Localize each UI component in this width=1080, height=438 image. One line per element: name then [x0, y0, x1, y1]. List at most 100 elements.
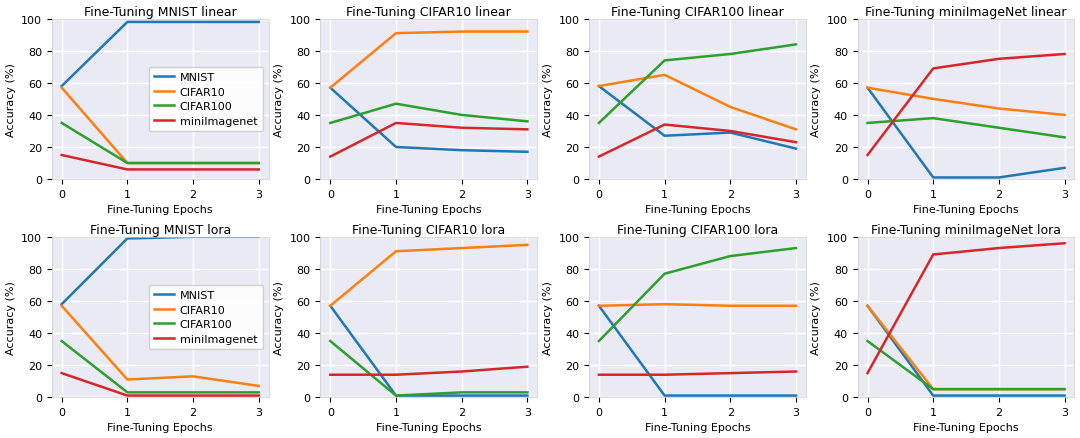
- Y-axis label: Accuracy (%): Accuracy (%): [274, 63, 284, 137]
- MNIST: [55, 84, 68, 89]
- Title: Fine-Tuning CIFAR100 linear: Fine-Tuning CIFAR100 linear: [611, 6, 784, 18]
- CIFAR100: [521, 390, 534, 395]
- CIFAR100: [789, 42, 802, 48]
- CIFAR100: [390, 102, 403, 107]
- MNIST: [55, 302, 68, 307]
- miniImagenet: [253, 167, 266, 173]
- Line: MNIST: MNIST: [599, 306, 796, 396]
- MNIST: [789, 393, 802, 398]
- Line: CIFAR100: CIFAR100: [330, 104, 527, 124]
- miniImagenet: [187, 167, 200, 173]
- CIFAR10: [324, 86, 337, 91]
- CIFAR10: [521, 30, 534, 35]
- CIFAR10: [121, 377, 134, 382]
- miniImagenet: [861, 153, 874, 158]
- CIFAR10: [927, 387, 940, 392]
- X-axis label: Fine-Tuning Epochs: Fine-Tuning Epochs: [645, 423, 751, 432]
- CIFAR10: [324, 304, 337, 309]
- Line: CIFAR10: CIFAR10: [867, 88, 1065, 116]
- Line: MNIST: MNIST: [62, 23, 259, 87]
- CIFAR100: [658, 59, 671, 64]
- miniImagenet: [253, 393, 266, 398]
- miniImagenet: [658, 372, 671, 378]
- CIFAR10: [724, 105, 737, 110]
- miniImagenet: [724, 371, 737, 376]
- MNIST: [390, 393, 403, 398]
- Line: CIFAR100: CIFAR100: [599, 248, 796, 341]
- Line: CIFAR10: CIFAR10: [599, 304, 796, 306]
- MNIST: [1058, 166, 1071, 171]
- CIFAR100: [861, 121, 874, 126]
- CIFAR100: [121, 390, 134, 395]
- X-axis label: Fine-Tuning Epochs: Fine-Tuning Epochs: [645, 205, 751, 215]
- MNIST: [1058, 393, 1071, 398]
- miniImagenet: [121, 393, 134, 398]
- Title: Fine-Tuning miniImageNet linear: Fine-Tuning miniImageNet linear: [865, 6, 1067, 18]
- CIFAR100: [927, 387, 940, 392]
- miniImagenet: [455, 369, 468, 374]
- CIFAR100: [927, 116, 940, 121]
- CIFAR10: [993, 387, 1005, 392]
- miniImagenet: [1058, 52, 1071, 57]
- CIFAR100: [187, 161, 200, 166]
- CIFAR100: [789, 246, 802, 251]
- CIFAR10: [187, 374, 200, 379]
- CIFAR100: [993, 126, 1005, 131]
- X-axis label: Fine-Tuning Epochs: Fine-Tuning Epochs: [914, 423, 1018, 432]
- miniImagenet: [55, 153, 68, 158]
- miniImagenet: [187, 393, 200, 398]
- Line: CIFAR10: CIFAR10: [599, 76, 796, 130]
- Title: Fine-Tuning CIFAR10 lora: Fine-Tuning CIFAR10 lora: [352, 223, 505, 236]
- miniImagenet: [1058, 241, 1071, 246]
- CIFAR100: [324, 339, 337, 344]
- CIFAR10: [593, 84, 606, 89]
- Line: CIFAR100: CIFAR100: [599, 45, 796, 124]
- X-axis label: Fine-Tuning Epochs: Fine-Tuning Epochs: [376, 205, 482, 215]
- miniImagenet: [324, 372, 337, 378]
- CIFAR100: [324, 121, 337, 126]
- CIFAR10: [253, 383, 266, 389]
- miniImagenet: [521, 127, 534, 133]
- CIFAR10: [993, 106, 1005, 112]
- CIFAR100: [187, 390, 200, 395]
- Y-axis label: Accuracy (%): Accuracy (%): [811, 280, 822, 354]
- CIFAR10: [455, 30, 468, 35]
- miniImagenet: [55, 371, 68, 376]
- MNIST: [927, 393, 940, 398]
- Line: miniImagenet: miniImagenet: [599, 372, 796, 375]
- MNIST: [253, 235, 266, 240]
- CIFAR100: [253, 161, 266, 166]
- CIFAR10: [861, 304, 874, 309]
- MNIST: [789, 147, 802, 152]
- miniImagenet: [390, 372, 403, 378]
- MNIST: [658, 393, 671, 398]
- Line: CIFAR10: CIFAR10: [62, 88, 259, 164]
- Line: CIFAR100: CIFAR100: [867, 119, 1065, 138]
- CIFAR100: [993, 387, 1005, 392]
- CIFAR100: [55, 121, 68, 126]
- CIFAR100: [1058, 135, 1071, 141]
- Line: miniImagenet: miniImagenet: [330, 367, 527, 375]
- miniImagenet: [993, 57, 1005, 62]
- CIFAR10: [187, 161, 200, 166]
- CIFAR100: [55, 339, 68, 344]
- MNIST: [724, 393, 737, 398]
- MNIST: [455, 148, 468, 153]
- MNIST: [861, 86, 874, 91]
- CIFAR10: [1058, 387, 1071, 392]
- Line: MNIST: MNIST: [330, 88, 527, 152]
- MNIST: [927, 175, 940, 180]
- Line: miniImagenet: miniImagenet: [62, 155, 259, 170]
- MNIST: [324, 86, 337, 91]
- CIFAR10: [253, 161, 266, 166]
- Y-axis label: Accuracy (%): Accuracy (%): [543, 63, 553, 137]
- CIFAR10: [55, 304, 68, 309]
- MNIST: [658, 134, 671, 139]
- CIFAR10: [593, 304, 606, 309]
- Line: CIFAR100: CIFAR100: [62, 124, 259, 164]
- CIFAR100: [593, 339, 606, 344]
- CIFAR100: [253, 390, 266, 395]
- Line: MNIST: MNIST: [330, 306, 527, 396]
- CIFAR100: [724, 52, 737, 57]
- X-axis label: Fine-Tuning Epochs: Fine-Tuning Epochs: [107, 205, 213, 215]
